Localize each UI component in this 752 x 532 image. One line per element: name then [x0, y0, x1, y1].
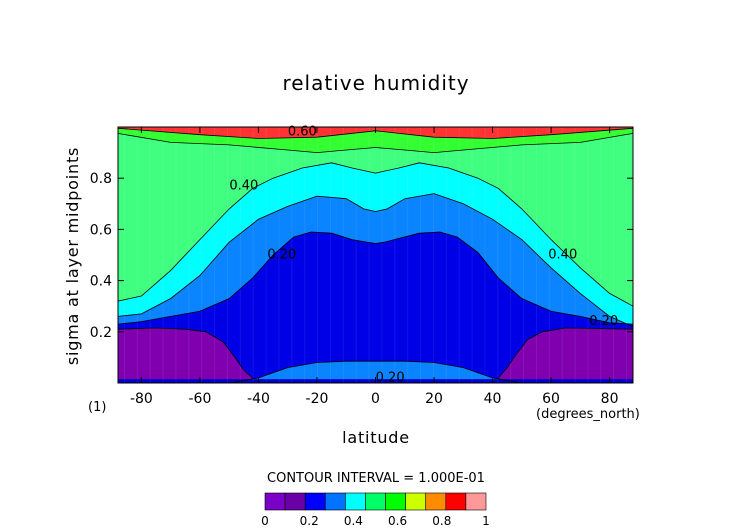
contour-label-3: 0.20 — [267, 248, 296, 263]
colorbar-label: 0.4 — [344, 514, 363, 528]
colorbar-swatch — [304, 492, 326, 511]
contour-line-3 — [117, 193, 634, 328]
contour-line-5 — [117, 327, 253, 379]
colorbar-swatch — [445, 492, 467, 511]
x-tick-label: -40 — [247, 391, 270, 407]
colorbar-labels: 0 0.2 0.4 0.6 0.8 1 — [261, 514, 490, 528]
contour-label-0: 0.60 — [288, 125, 317, 140]
contour-line-6 — [498, 327, 634, 379]
contour-line-7 — [229, 360, 522, 384]
y-tick-label: 0.8 — [90, 171, 112, 187]
colorbar-label: 1 — [482, 514, 490, 528]
colorbar-label: 0.8 — [432, 514, 451, 528]
colorbar-swatch — [345, 492, 366, 511]
x-tick-label: 0 — [371, 391, 380, 407]
colorbar — [264, 492, 487, 511]
contour-labels: 0.60 0.40 0.40 0.20 0.20 0.20 — [229, 125, 618, 386]
colorbar-label: 0 — [261, 514, 269, 528]
x-tick-label: -60 — [188, 391, 211, 407]
x-tick-label: 40 — [484, 391, 502, 407]
x-axis-label: latitude — [342, 428, 410, 447]
colorbar-swatch — [385, 492, 406, 511]
x-units-label: (degrees_north) — [536, 407, 640, 422]
colorbar-swatch — [405, 492, 427, 511]
fill-region-6 — [498, 328, 633, 383]
y-axis-ticks: 0.2 0.4 0.6 0.8 — [90, 171, 633, 341]
x-tick-label: 60 — [542, 391, 560, 407]
y-axis-label: sigma at layer midpoints — [63, 147, 82, 365]
x-axis-ticks: -80 -60 -40 -20 0 20 40 60 80 — [130, 127, 619, 407]
colorbar-label: 0.6 — [388, 514, 407, 528]
fill-region-4 — [118, 232, 633, 383]
contour-interval-text: CONTOUR INTERVAL = 1.000E-01 — [267, 471, 485, 486]
fill-region-7 — [229, 361, 522, 383]
contour-line-2 — [117, 162, 634, 307]
contour-label-2: 0.40 — [548, 248, 577, 263]
contour-line-4 — [117, 231, 634, 325]
contour-line-1 — [117, 133, 634, 154]
x-tick-label: -20 — [306, 391, 329, 407]
fill-region-5 — [118, 328, 253, 383]
plot-fills — [118, 127, 633, 383]
colorbar-swatch — [465, 492, 487, 511]
colorbar-label: 0.2 — [300, 514, 319, 528]
x-tick-label: -80 — [130, 391, 153, 407]
colorbar-swatch — [264, 492, 286, 511]
x-tick-label: 80 — [601, 391, 619, 407]
chart-title: relative humidity — [282, 71, 469, 95]
y-tick-label: 0.6 — [90, 222, 112, 238]
colorbar-swatch — [425, 492, 447, 511]
y-tick-label: 0.2 — [90, 325, 112, 341]
contour-label-4: 0.20 — [589, 314, 618, 329]
contour-label-1: 0.40 — [229, 178, 258, 193]
y-units-label: (1) — [88, 400, 106, 415]
colorbar-swatch — [284, 492, 306, 511]
colorbar-swatch — [324, 492, 346, 511]
colorbar-swatch — [365, 492, 386, 511]
y-tick-label: 0.4 — [90, 274, 112, 290]
contour-label-5: 0.20 — [376, 370, 405, 385]
x-tick-label: 20 — [425, 391, 443, 407]
